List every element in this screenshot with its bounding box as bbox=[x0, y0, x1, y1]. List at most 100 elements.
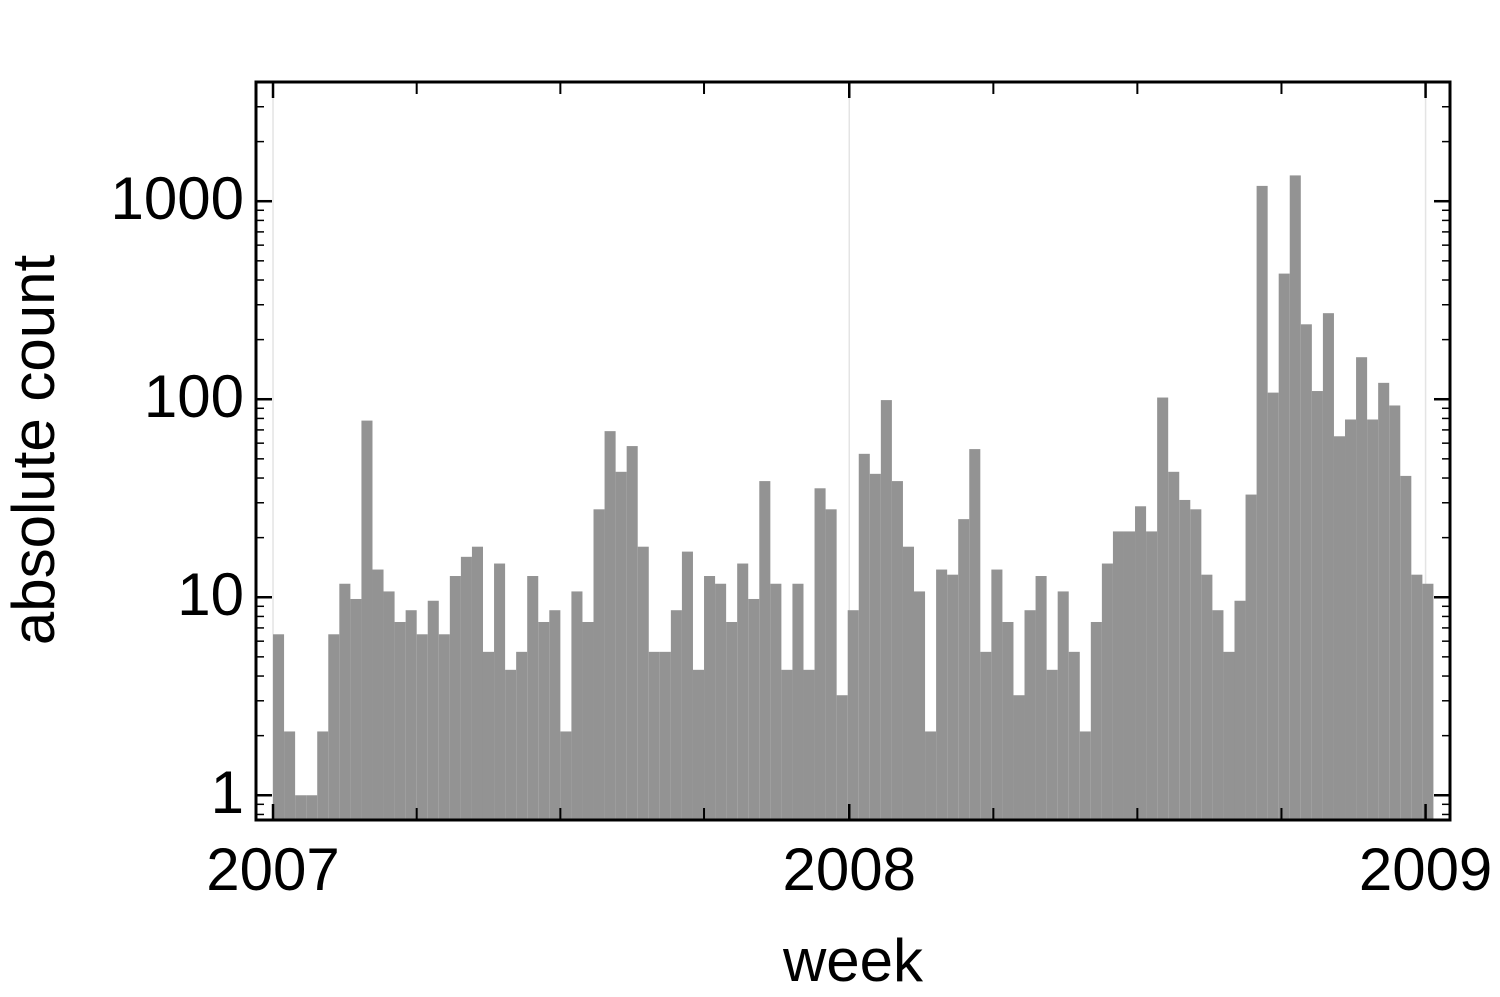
bar bbox=[1157, 397, 1169, 820]
bar bbox=[803, 669, 815, 820]
bar bbox=[1179, 499, 1191, 820]
bar bbox=[847, 610, 859, 820]
x-tick-label: 2007 bbox=[206, 836, 339, 903]
bar bbox=[1212, 610, 1224, 820]
bar bbox=[1267, 392, 1279, 820]
bar bbox=[438, 634, 450, 820]
bar bbox=[1356, 357, 1368, 820]
bar bbox=[648, 651, 660, 820]
bar bbox=[394, 621, 406, 820]
bar bbox=[726, 621, 738, 820]
y-tick-label: 10 bbox=[177, 561, 244, 628]
bar bbox=[792, 583, 804, 820]
bar bbox=[482, 651, 495, 820]
bar bbox=[1411, 574, 1423, 820]
bar bbox=[991, 569, 1003, 820]
bar bbox=[1090, 621, 1102, 820]
bar bbox=[1345, 419, 1357, 820]
bar bbox=[891, 481, 903, 820]
y-tick-label: 100 bbox=[144, 363, 244, 430]
bar bbox=[604, 431, 616, 820]
bar bbox=[1057, 591, 1069, 820]
bar bbox=[361, 420, 373, 820]
bar bbox=[1068, 651, 1080, 820]
bar bbox=[980, 651, 992, 820]
bar bbox=[1046, 669, 1058, 820]
bar bbox=[1378, 382, 1390, 820]
bar bbox=[869, 473, 881, 820]
bar bbox=[914, 591, 926, 820]
bar bbox=[770, 583, 782, 820]
bar bbox=[748, 598, 760, 820]
bar bbox=[1201, 574, 1213, 820]
bar bbox=[571, 591, 583, 820]
bar bbox=[460, 556, 472, 820]
bar bbox=[505, 669, 517, 820]
bar bbox=[737, 563, 749, 820]
bar bbox=[1002, 621, 1014, 820]
x-tick-label: 2008 bbox=[783, 836, 916, 903]
bar bbox=[626, 446, 638, 820]
bar bbox=[1013, 695, 1025, 820]
bar bbox=[902, 546, 915, 820]
bar bbox=[781, 669, 793, 820]
plot-frame bbox=[254, 80, 1452, 822]
bar bbox=[427, 600, 439, 820]
bar bbox=[383, 591, 395, 820]
bar bbox=[416, 634, 428, 820]
bar bbox=[1223, 651, 1235, 820]
bar bbox=[1333, 436, 1346, 820]
bar bbox=[670, 610, 682, 820]
bar bbox=[1245, 494, 1257, 820]
bar bbox=[284, 731, 296, 820]
bar bbox=[1400, 475, 1412, 820]
bar bbox=[1146, 531, 1158, 820]
bar bbox=[1101, 563, 1113, 820]
bar bbox=[1035, 576, 1047, 820]
bar bbox=[593, 509, 605, 820]
y-tick-label: 1 bbox=[211, 759, 244, 826]
bar bbox=[1079, 731, 1091, 820]
bar bbox=[759, 481, 771, 820]
bar bbox=[538, 621, 550, 820]
bar bbox=[295, 795, 307, 820]
bar bbox=[814, 488, 826, 820]
bar bbox=[1123, 531, 1136, 820]
bar bbox=[1234, 600, 1246, 820]
y-tick-label: 1000 bbox=[111, 165, 244, 232]
bar bbox=[372, 569, 384, 820]
bar bbox=[659, 651, 671, 820]
bar bbox=[637, 546, 649, 820]
bar bbox=[836, 695, 848, 820]
bar bbox=[527, 576, 539, 820]
bar bbox=[825, 509, 837, 820]
bar bbox=[449, 576, 461, 820]
x-axis-label: week bbox=[782, 927, 924, 994]
bar bbox=[516, 651, 528, 820]
bar bbox=[947, 574, 959, 820]
bar bbox=[1135, 506, 1147, 820]
bar bbox=[549, 610, 561, 820]
bar bbox=[1367, 419, 1379, 820]
bar bbox=[1389, 405, 1401, 820]
bar bbox=[405, 610, 417, 820]
bar bbox=[681, 551, 693, 820]
bar bbox=[969, 449, 981, 820]
y-axis-label: absolute count bbox=[0, 255, 67, 646]
bar bbox=[582, 621, 594, 820]
bar bbox=[1311, 391, 1323, 820]
bar bbox=[692, 669, 705, 820]
bar bbox=[1024, 610, 1036, 820]
bar bbox=[317, 731, 329, 820]
bar bbox=[615, 471, 627, 820]
bar bbox=[858, 453, 870, 820]
bar bbox=[715, 583, 727, 820]
bar bbox=[1256, 185, 1268, 820]
bar bbox=[339, 583, 351, 820]
bar bbox=[471, 546, 483, 820]
bar bbox=[925, 731, 937, 820]
bar bbox=[306, 795, 318, 820]
x-tick-label: 2009 bbox=[1359, 836, 1492, 903]
bar bbox=[560, 731, 572, 820]
